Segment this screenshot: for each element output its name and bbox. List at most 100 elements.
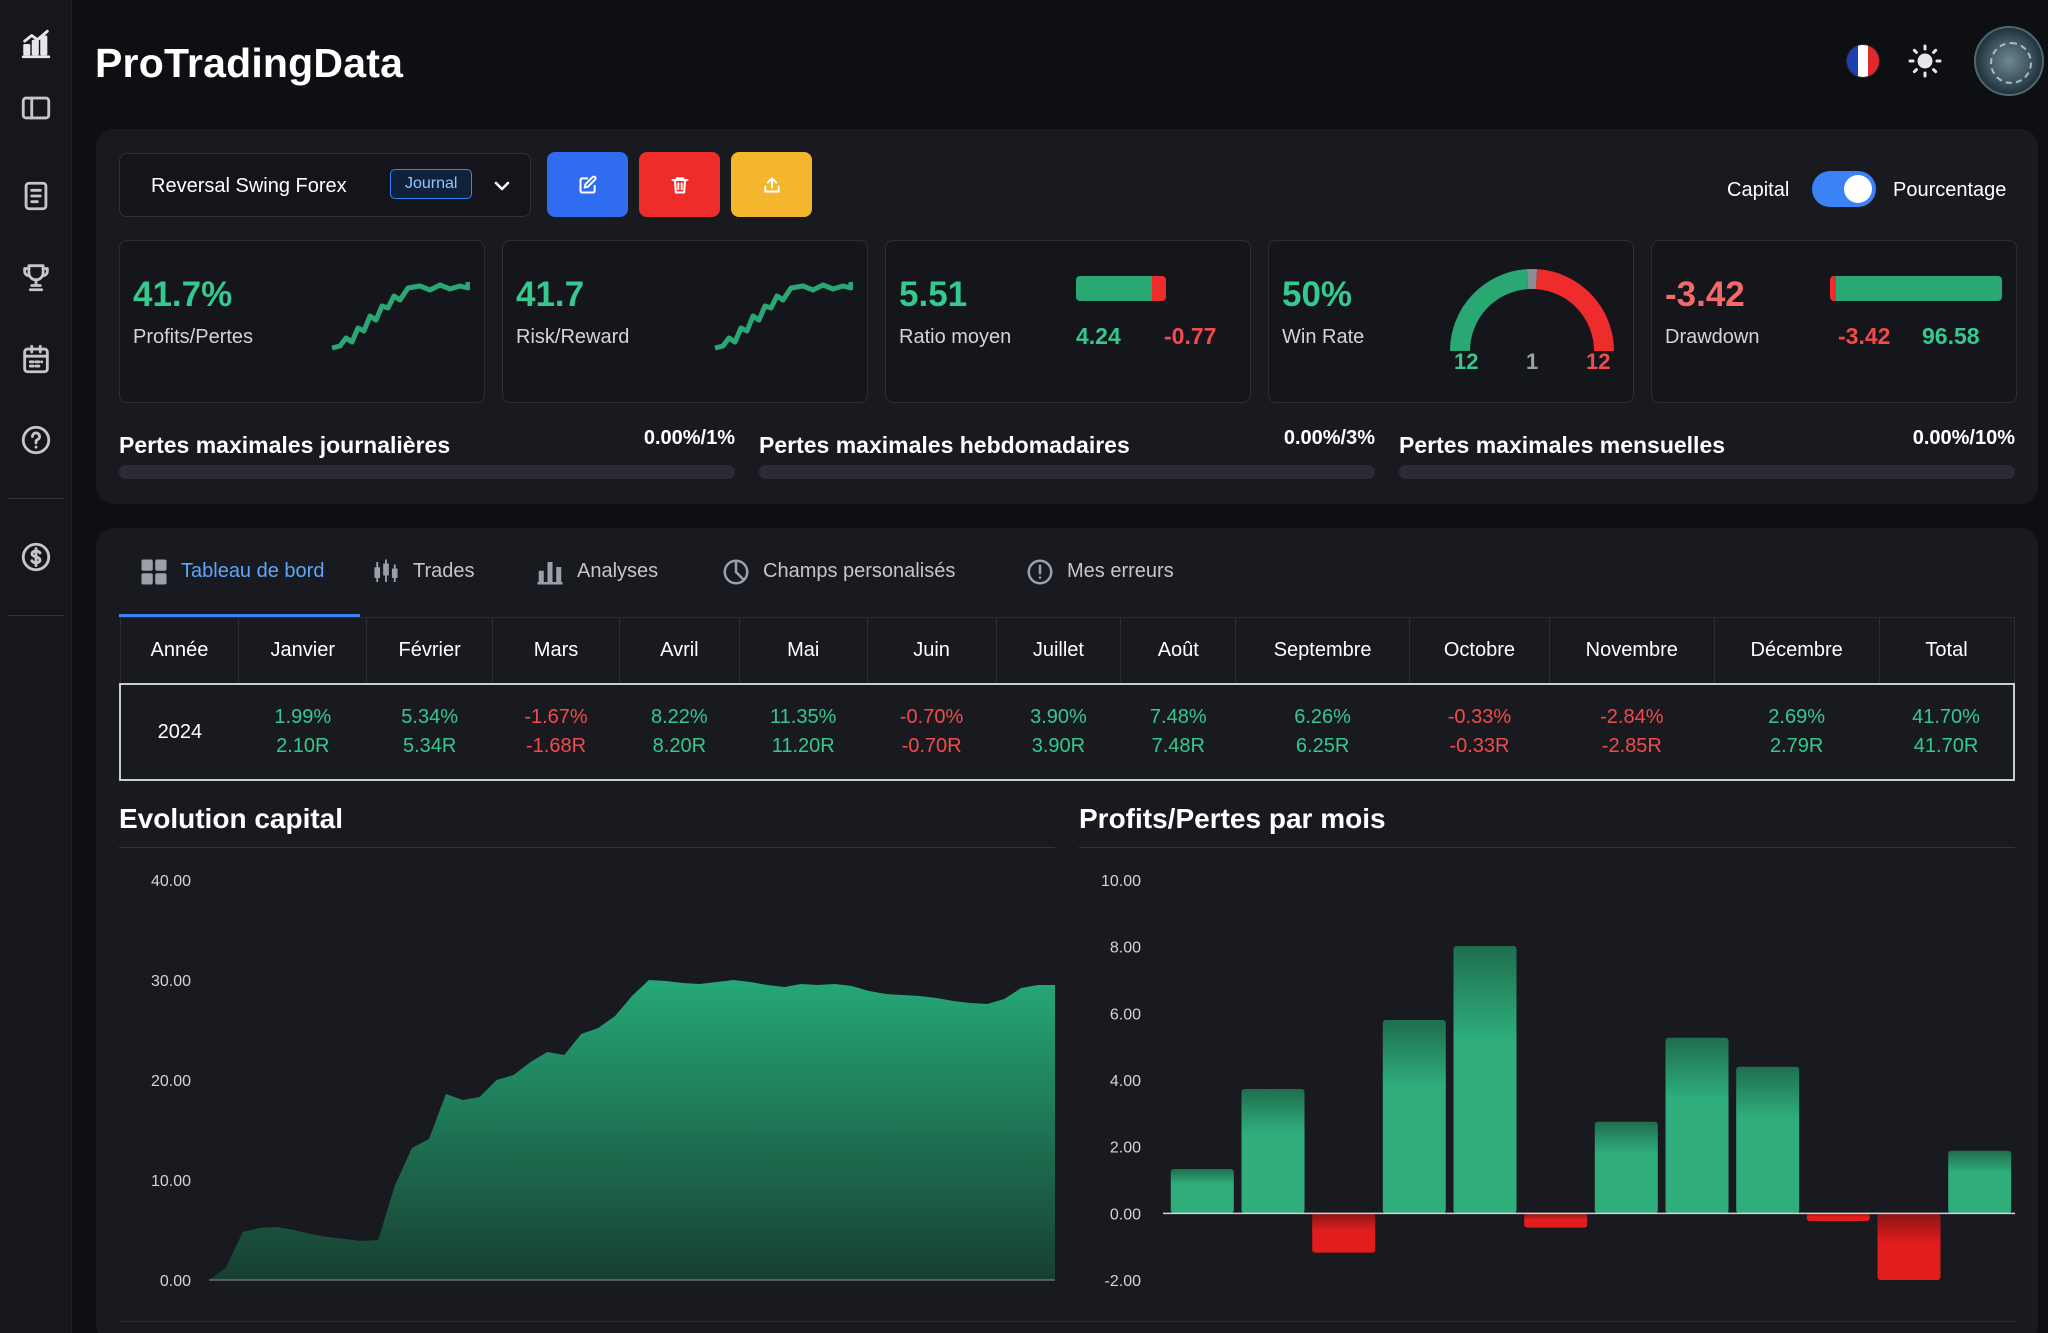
tab-trades[interactable]: Trades bbox=[371, 559, 475, 618]
table-header-cell: Septembre bbox=[1235, 618, 1411, 685]
strategy-badge: Journal bbox=[390, 169, 473, 199]
cell-percent: -0.70% bbox=[899, 706, 964, 728]
table-header-row: Année Janvier Février Mars Avril Mai Juin Juill… bbox=[119, 618, 2015, 685]
chart-logo-icon bbox=[21, 29, 51, 59]
cell-r-multiple: -0.33R bbox=[1449, 735, 1510, 757]
y-tick-label: 40.00 bbox=[151, 873, 191, 890]
cell-percent: 5.34% bbox=[401, 706, 458, 728]
cell-r-multiple: 2.79R bbox=[1769, 735, 1824, 757]
export-button[interactable] bbox=[731, 152, 812, 217]
sidebar-item-calendar[interactable] bbox=[12, 335, 60, 383]
drawdown-bar-good bbox=[1835, 276, 2002, 301]
tab-label: Champs personalisés bbox=[763, 560, 956, 582]
cell-percent: 8.22% bbox=[651, 706, 708, 728]
table-row: 2024 1.99% 2.10R 5.34% 5.34R -1.67% -1.68R 8.2… bbox=[119, 683, 2015, 781]
capital-chart-title: Evolution capital bbox=[119, 803, 344, 834]
tab-dashboard[interactable]: Tableau de bord bbox=[139, 559, 325, 618]
tab-label: Tableau de bord bbox=[181, 560, 325, 582]
stat-label: Win Rate bbox=[1282, 326, 1365, 348]
flag-fr-icon[interactable] bbox=[1846, 44, 1880, 78]
cell-percent: 11.35% bbox=[770, 706, 837, 728]
sun-icon[interactable] bbox=[1907, 43, 1943, 79]
monthly-table: Année Janvier Février Mars Avril Mai Juin Juill… bbox=[119, 618, 2015, 781]
dollar-circle-icon bbox=[21, 542, 51, 572]
y-tick-label: 2.00 bbox=[1110, 1140, 1141, 1157]
table-cell: 41.70% 41.70R bbox=[1879, 683, 2015, 781]
cell-percent: -2.84% bbox=[1600, 706, 1664, 728]
y-tick-label: 6.00 bbox=[1110, 1006, 1141, 1023]
risk-reward-sparkline bbox=[714, 282, 853, 351]
sidebar-item-billing[interactable] bbox=[12, 533, 60, 581]
limit-label: Pertes maximales mensuelles bbox=[1399, 432, 1726, 458]
table-header-cell: Juillet bbox=[996, 618, 1122, 685]
bar-month-5 bbox=[1453, 946, 1517, 1214]
table-header-cell: Octobre bbox=[1409, 618, 1550, 685]
stat-label: Profits/Pertes bbox=[133, 326, 254, 348]
sidebar-item-help[interactable] bbox=[12, 416, 60, 464]
next-section-edge bbox=[119, 1321, 2015, 1333]
cell-r-multiple: 11.20R bbox=[771, 735, 835, 757]
capital-percent-toggle[interactable] bbox=[1812, 171, 1876, 207]
bar-month-8 bbox=[1665, 1037, 1729, 1214]
tab-label: Trades bbox=[413, 560, 475, 582]
gauge-breakeven: 1 bbox=[1526, 349, 1539, 374]
sidebar-item-challenges[interactable] bbox=[12, 253, 60, 301]
ratio-bad-value: -0.77 bbox=[1164, 323, 1217, 349]
limit-value: 0.00%/3% bbox=[1283, 427, 1375, 449]
cell-percent: 2.69% bbox=[1768, 706, 1825, 728]
stat-value: 5.51 bbox=[899, 275, 968, 314]
strategy-select[interactable]: Reversal Swing Forex Journal bbox=[119, 153, 531, 217]
drawdown-bar bbox=[1830, 276, 2002, 301]
sidebar-item-toggle[interactable] bbox=[12, 84, 60, 132]
bar-month-12 bbox=[1948, 1150, 2012, 1214]
tab-label: Mes erreurs bbox=[1067, 560, 1174, 582]
bar-month-4 bbox=[1382, 1020, 1446, 1214]
edit-button[interactable] bbox=[547, 152, 628, 217]
drawdown-good-value: 96.58 bbox=[1922, 323, 1980, 349]
stat-value: 41.7% bbox=[133, 275, 233, 314]
table-cell: 3.90% 3.90R bbox=[996, 683, 1121, 781]
bar-month-9 bbox=[1736, 1066, 1800, 1214]
stat-label: Risk/Reward bbox=[516, 326, 630, 348]
avatar[interactable] bbox=[1974, 26, 2044, 96]
cell-percent: 41.70% bbox=[1912, 706, 1980, 728]
summary-panel: Reversal Swing Forex Journal Capital Pou… bbox=[96, 129, 2038, 504]
table-header-cell: Novembre bbox=[1549, 618, 1715, 685]
delete-button[interactable] bbox=[639, 152, 720, 217]
sidebar-divider bbox=[8, 615, 64, 616]
table-header-cell: Année bbox=[119, 618, 240, 685]
table-cell: 7.48% 7.48R bbox=[1120, 683, 1236, 781]
cell-r-multiple: 41.70R bbox=[1913, 735, 1979, 757]
cell-r-multiple: 3.90R bbox=[1031, 735, 1086, 757]
bar-month-11 bbox=[1877, 1213, 1941, 1280]
active-tab-indicator bbox=[119, 614, 360, 617]
table-header-cell: Décembre bbox=[1714, 618, 1880, 685]
strategy-name: Reversal Swing Forex bbox=[151, 175, 347, 197]
y-tick-label: 0.00 bbox=[1110, 1206, 1141, 1223]
tab-mistakes[interactable]: Mes erreurs bbox=[1025, 559, 1174, 618]
upload-icon bbox=[763, 176, 780, 193]
monthly-pnl-chart-title: Profits/Pertes par mois bbox=[1079, 803, 1386, 834]
cell-percent: -1.67% bbox=[524, 706, 588, 728]
table-cell: -0.33% -0.33R bbox=[1409, 683, 1550, 781]
table-cell: -0.70% -0.70R bbox=[867, 683, 996, 781]
tab-analyses[interactable]: Analyses bbox=[535, 560, 658, 618]
tab-custom-fields[interactable]: Champs personalisés bbox=[721, 559, 956, 618]
sidebar-item-dashboard[interactable] bbox=[12, 20, 60, 68]
calendar-icon bbox=[23, 344, 49, 374]
table-header-cell: Avril bbox=[619, 618, 740, 685]
monthly-pnl-bar-chart: -2.00 0.00 2.00 4.00 6.00 8.00 10.00 bbox=[1101, 873, 2015, 1290]
table-header-cell: Mars bbox=[492, 618, 620, 685]
y-tick-label: 10.00 bbox=[151, 1173, 191, 1190]
table-cell: 1.99% 2.10R bbox=[238, 683, 367, 781]
sidebar-item-journal[interactable] bbox=[12, 172, 60, 220]
tab-label: Analyses bbox=[577, 560, 659, 582]
main-panel: Tableau de bord Trades Analyses Champs p… bbox=[96, 528, 2038, 1333]
stat-label: Drawdown bbox=[1665, 326, 1760, 348]
tab-bar: Tableau de bord Trades Analyses Champs p… bbox=[119, 528, 2015, 618]
sidebar-divider bbox=[8, 498, 64, 499]
y-tick-label: 30.00 bbox=[151, 973, 191, 990]
y-tick-label: -2.00 bbox=[1105, 1273, 1142, 1290]
cell-r-multiple: 6.25R bbox=[1295, 735, 1350, 757]
ratio-bar-bad bbox=[1152, 276, 1166, 301]
